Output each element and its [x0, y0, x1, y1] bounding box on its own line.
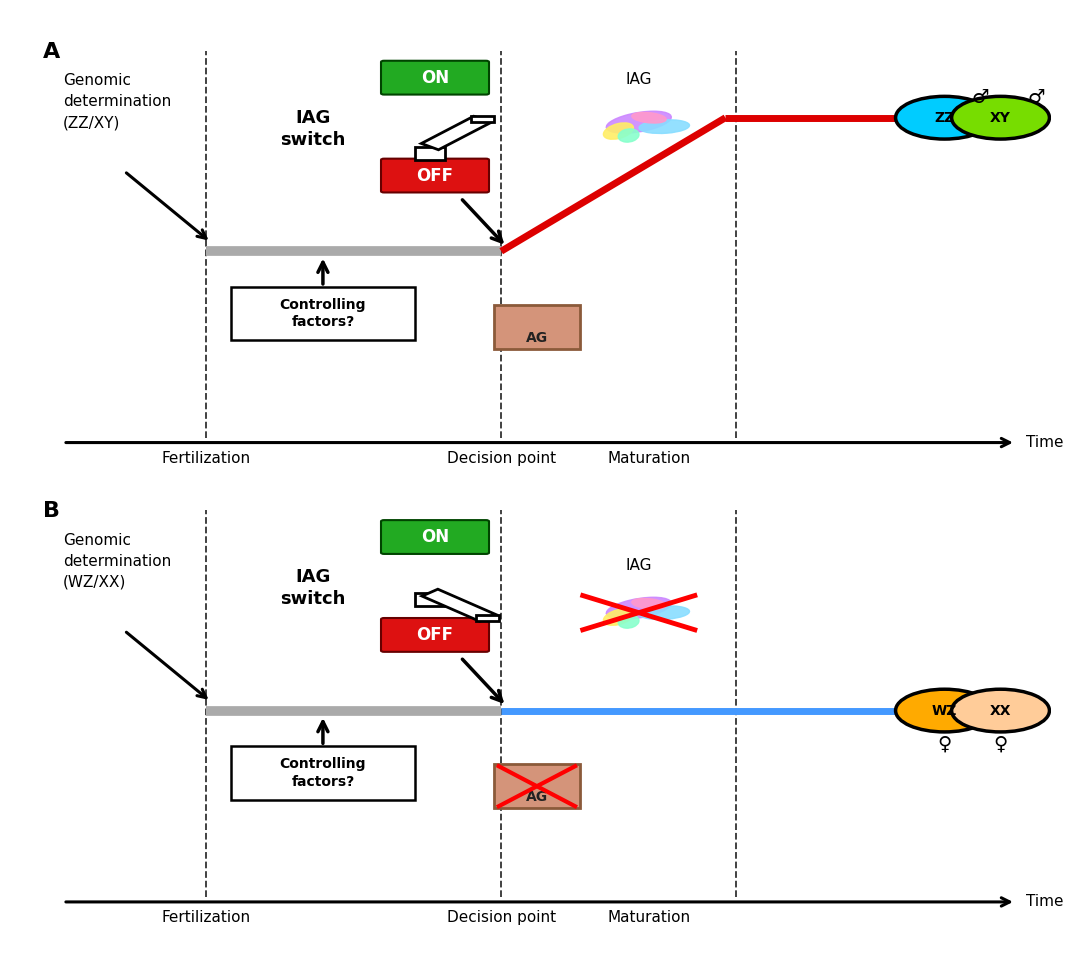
Text: IAG
switch: IAG switch — [280, 109, 346, 149]
Text: Fertilization: Fertilization — [162, 910, 250, 925]
Polygon shape — [414, 146, 446, 160]
Text: Maturation: Maturation — [607, 451, 691, 466]
Ellipse shape — [606, 111, 671, 133]
Polygon shape — [472, 117, 493, 122]
Text: IAG
switch: IAG switch — [280, 568, 346, 609]
Polygon shape — [422, 116, 491, 150]
Ellipse shape — [618, 615, 638, 628]
Text: XY: XY — [990, 111, 1011, 124]
FancyBboxPatch shape — [380, 618, 489, 652]
Ellipse shape — [604, 122, 633, 140]
Text: ♂: ♂ — [971, 88, 989, 107]
Ellipse shape — [640, 606, 689, 619]
Text: Controlling
factors?: Controlling factors? — [280, 757, 366, 789]
FancyBboxPatch shape — [493, 304, 580, 349]
Text: B: B — [42, 501, 60, 522]
Text: AG: AG — [526, 790, 549, 804]
Text: Time: Time — [1025, 435, 1063, 450]
Text: ♀: ♀ — [993, 734, 1008, 753]
FancyBboxPatch shape — [380, 520, 489, 554]
Circle shape — [952, 689, 1049, 732]
FancyBboxPatch shape — [231, 287, 414, 341]
Ellipse shape — [606, 597, 671, 619]
Text: Controlling
factors?: Controlling factors? — [280, 298, 366, 329]
FancyBboxPatch shape — [493, 764, 580, 809]
FancyBboxPatch shape — [380, 60, 489, 95]
Ellipse shape — [632, 598, 667, 609]
Circle shape — [952, 97, 1049, 139]
Text: Maturation: Maturation — [607, 910, 691, 925]
FancyBboxPatch shape — [231, 746, 414, 799]
Text: IAG: IAG — [625, 558, 653, 572]
Text: A: A — [42, 42, 60, 62]
Polygon shape — [476, 615, 499, 621]
Circle shape — [895, 97, 993, 139]
Ellipse shape — [618, 129, 638, 143]
Ellipse shape — [640, 120, 689, 133]
Circle shape — [895, 689, 993, 732]
Text: ON: ON — [421, 69, 449, 87]
Text: Decision point: Decision point — [447, 451, 556, 466]
Text: WZ: WZ — [932, 703, 957, 718]
Text: Genomic
determination
(WZ/XX): Genomic determination (WZ/XX) — [63, 532, 171, 590]
Text: OFF: OFF — [416, 167, 453, 185]
Text: ZZ: ZZ — [934, 111, 955, 124]
Text: Decision point: Decision point — [447, 910, 556, 925]
FancyBboxPatch shape — [380, 159, 489, 192]
Ellipse shape — [604, 609, 633, 625]
Text: Time: Time — [1025, 895, 1063, 909]
Text: AG: AG — [526, 331, 549, 345]
Text: OFF: OFF — [416, 626, 453, 644]
Ellipse shape — [632, 112, 667, 123]
Polygon shape — [422, 590, 495, 621]
Text: ♂: ♂ — [1028, 88, 1045, 107]
Text: IAG: IAG — [625, 72, 653, 86]
Text: Genomic
determination
(ZZ/XY): Genomic determination (ZZ/XY) — [63, 73, 171, 130]
Text: XX: XX — [990, 703, 1011, 718]
Text: ♀: ♀ — [938, 734, 952, 753]
Text: ON: ON — [421, 528, 449, 546]
Text: Fertilization: Fertilization — [162, 451, 250, 466]
Polygon shape — [414, 592, 446, 606]
